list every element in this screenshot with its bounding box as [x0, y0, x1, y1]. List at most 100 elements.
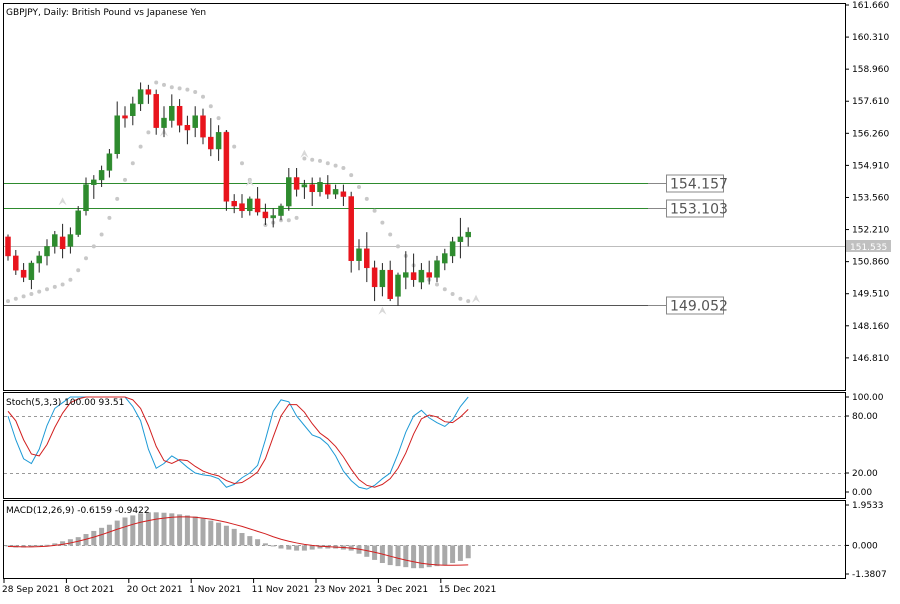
y-tick-label: 148.160: [852, 322, 889, 332]
sar-dot: [294, 215, 299, 220]
y-tick-label: 160.310: [852, 33, 889, 43]
stoch-panel: 100.00 80.00 20.00 0.00: [4, 393, 884, 498]
macd-histogram-bar: [208, 520, 214, 546]
sar-dot: [162, 82, 166, 87]
candle-body: [114, 115, 120, 155]
macd-histogram-bar: [169, 513, 175, 546]
y-tick-label: 20.00: [852, 469, 878, 479]
candle-body: [371, 267, 378, 288]
macd-histogram-bar: [309, 545, 315, 550]
candle-body: [20, 269, 27, 278]
candle-body: [36, 255, 42, 264]
sar-dot: [68, 277, 73, 282]
candle-body: [449, 241, 456, 257]
level-label-box: [666, 296, 724, 315]
macd-histogram-bar: [278, 545, 284, 549]
x-tick-label: 3 Dec 2021: [376, 585, 428, 595]
y-tick-label: 150.860: [852, 258, 889, 268]
stoch-signal-line: [7, 396, 469, 488]
candle-body: [317, 182, 323, 193]
macd-histogram-bar: [28, 545, 34, 548]
candle-body: [293, 177, 300, 190]
macd-panel-frame: [3, 500, 846, 579]
candle-body: [137, 89, 144, 105]
sar-dot: [76, 268, 81, 273]
macd-histogram-bar: [301, 545, 307, 551]
macd-histogram-bar: [450, 545, 456, 564]
x-tick-label: 8 Oct 2021: [64, 585, 114, 595]
y-tick-label: -1.3807: [852, 570, 887, 580]
y-tick-label: 158.960: [852, 65, 889, 75]
candle-body: [262, 211, 269, 219]
macd-histogram-bar: [106, 524, 112, 546]
candle-body: [67, 234, 74, 247]
candle-body: [28, 262, 35, 280]
candle-body: [301, 184, 308, 188]
macd-histogram-bar: [239, 533, 245, 546]
macd-histogram-bar: [465, 545, 471, 559]
macd-histogram-bar: [216, 522, 222, 546]
macd-histogram-bar: [418, 545, 424, 569]
macd-histogram-bar: [114, 520, 120, 546]
sar-dot: [169, 85, 174, 90]
candle-body: [83, 184, 89, 212]
x-tick-label: 1 Nov 2021: [189, 585, 241, 595]
macd-histogram-bar: [317, 545, 323, 549]
candle-body: [286, 177, 292, 207]
macd-histogram-bar: [270, 545, 276, 547]
sar-dot: [396, 244, 400, 249]
macd-histogram-bar: [161, 512, 167, 546]
sar-dot: [185, 87, 190, 92]
sar-dot: [302, 156, 307, 161]
candle-body: [231, 201, 237, 207]
sar-dot: [341, 166, 346, 171]
current-price-label: 151.535: [850, 243, 887, 253]
sar-reversal-marker: [58, 197, 67, 206]
candle-body: [176, 105, 183, 126]
candle-body: [379, 269, 386, 288]
candle-body: [403, 272, 409, 278]
sar-dot: [380, 220, 385, 225]
candle-body: [340, 191, 347, 197]
macd-histogram-bar: [177, 514, 183, 546]
candle-body: [215, 132, 222, 150]
sar-dot: [99, 232, 104, 237]
sar-dot: [138, 144, 143, 149]
sar-dot: [357, 185, 361, 190]
candle-body: [200, 115, 206, 138]
y-tick-label: 157.610: [852, 97, 889, 107]
sar-dot: [466, 299, 471, 304]
sar-dot: [37, 289, 42, 294]
sar-dot: [201, 94, 205, 99]
sar-reversal-marker: [378, 306, 387, 315]
level-label-box: [666, 174, 724, 193]
candle-body: [278, 205, 284, 216]
sar-dot: [388, 232, 393, 237]
macd-histogram-bar: [192, 516, 198, 546]
candle-body: [239, 203, 245, 212]
sar-dot: [318, 158, 322, 163]
candle-body: [184, 124, 191, 131]
sar-dot: [286, 218, 291, 223]
candle-body: [13, 255, 19, 271]
candle-body: [130, 103, 136, 116]
sar-dot: [45, 287, 49, 292]
x-tick-label: 23 Nov 2021: [314, 585, 372, 595]
sar-dot: [84, 256, 88, 261]
macd-histogram-bar: [223, 525, 229, 546]
sar-dot: [349, 173, 354, 178]
stoch-panel-frame: [3, 392, 846, 499]
y-tick-label: 149.510: [852, 290, 889, 300]
sar-dot: [325, 161, 330, 166]
macd-histogram-bar: [138, 513, 144, 546]
sar-dot: [364, 196, 369, 201]
macd-histogram-bar: [184, 515, 190, 546]
y-tick-label: 0.000: [852, 541, 878, 551]
sar-dot: [13, 296, 18, 301]
sar-dot: [458, 296, 463, 301]
candle-body: [223, 132, 230, 202]
candle-body: [161, 117, 167, 128]
sar-dot: [333, 163, 338, 168]
macd-histogram-bar: [52, 543, 58, 546]
main-panel: 161.660 160.310 158.960 157.610 156.260 154.9…: [4, 1, 891, 364]
